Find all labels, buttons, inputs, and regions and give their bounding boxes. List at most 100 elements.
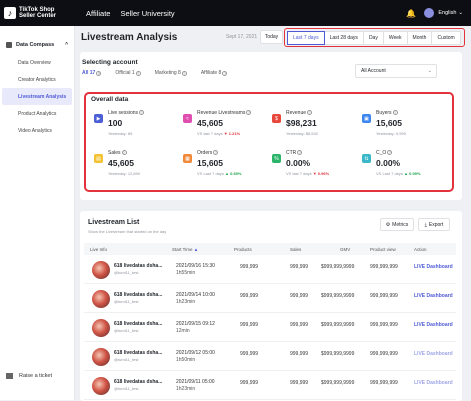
- metric-card: ▶ Live sessions? 100 Yesterday: 89: [94, 110, 182, 146]
- metric-card: ▦ Orders? 15,605 VS Last 7 days ▲ 0.69%: [183, 150, 271, 186]
- logo-line1: TikTok Shop: [19, 6, 55, 13]
- metric-sub: Yesterday: $8,532: [286, 131, 318, 136]
- account-tab-label: Official 1: [115, 70, 135, 76]
- live-name[interactable]: 618 livedatas dsha...: [114, 321, 163, 327]
- live-thumbnail[interactable]: [92, 290, 110, 308]
- tiktok-logo-icon: ♪: [4, 7, 16, 19]
- account-tab-official[interactable]: Official 1?: [115, 70, 141, 76]
- metric-value: 0.00%: [376, 158, 401, 168]
- sidebar-item-video-analytics[interactable]: Video Analytics: [18, 127, 52, 134]
- live-thumbnail[interactable]: [92, 377, 110, 395]
- live-dashboard-link[interactable]: LIVE Dashboard: [414, 380, 453, 386]
- account-select[interactable]: All Account ⌄: [355, 64, 437, 78]
- range-week[interactable]: Week: [382, 30, 408, 45]
- live-thumbnail[interactable]: [92, 261, 110, 279]
- sales-cell: 999,999: [290, 293, 309, 299]
- table-row[interactable]: 618 livedatas dsha... @tumi11_test 2021/09…: [84, 373, 456, 400]
- help-icon: ?: [387, 150, 393, 155]
- start-time: 2021/09/12 05:00 1h50min: [176, 350, 215, 364]
- chevron-down-icon: ⌄: [458, 10, 463, 16]
- conversion-icon: ⇅: [362, 154, 371, 163]
- sidebar-item-livestream-analysis[interactable]: Livestream Analysis: [2, 88, 72, 105]
- sidebar-item-data-overview[interactable]: Data Overview: [18, 59, 51, 66]
- sales-cell: 999,999: [290, 380, 309, 386]
- notification-bell-icon[interactable]: 🔔: [406, 8, 417, 18]
- avatar[interactable]: [424, 8, 435, 18]
- help-icon: ?: [121, 150, 127, 155]
- account-tab-marketing[interactable]: Marketing 8?: [155, 70, 187, 76]
- range-last-28-days[interactable]: Last 28 days: [323, 30, 364, 45]
- sidebar-item-product-analytics[interactable]: Product Analytics: [18, 110, 57, 117]
- account-tab-all[interactable]: All 17?: [82, 70, 102, 76]
- metric-card: ▤ Sales? 45,605 Yesterday: 12,890: [94, 150, 182, 186]
- table-row[interactable]: 618 livedatas dsha... @tumi11_test 2021/09…: [84, 344, 456, 371]
- metric-compare: Yesterday: $8,532: [286, 131, 319, 136]
- metric-delta-value: 1.21%: [228, 131, 241, 136]
- table-row[interactable]: 618 livedatas dsha... @tumi11_test 2021/09…: [84, 257, 456, 284]
- metric-label-text: Sales: [108, 150, 121, 156]
- metric-sub: Yesterday: 12,890: [108, 171, 140, 176]
- live-name[interactable]: 618 livedatas dsha...: [114, 379, 163, 385]
- metric-label: Revenue Livestreams?: [197, 110, 252, 116]
- livestream-list-title: Livestream List: [88, 219, 140, 226]
- range-month[interactable]: Month: [406, 30, 433, 45]
- table-row[interactable]: 618 livedatas dsha... @tumi11_test 2021/09…: [84, 315, 456, 342]
- raise-ticket-label: Raise a ticket: [19, 373, 53, 379]
- arrow-down-icon: ▼: [223, 131, 228, 136]
- product-view-cell: 999,999,999: [370, 322, 398, 328]
- duration-value: 1h50min: [176, 357, 196, 363]
- today-button[interactable]: Today: [260, 30, 283, 44]
- live-name[interactable]: 618 livedatas dsha...: [114, 350, 163, 356]
- start-time: 2021/09/14 10:00 1h23min: [176, 292, 215, 306]
- live-dashboard-link[interactable]: LIVE Dashboard: [414, 351, 453, 357]
- metrics-button-label: Metrics: [392, 221, 409, 228]
- live-dashboard-link[interactable]: LIVE Dashboard: [414, 293, 453, 299]
- live-name[interactable]: 618 livedatas dsha...: [114, 263, 163, 269]
- metric-label-text: Buyers: [376, 110, 392, 116]
- video-icon: ▶: [94, 114, 103, 123]
- live-thumbnail[interactable]: [92, 319, 110, 337]
- raise-ticket-button[interactable]: Raise a ticket: [6, 373, 52, 379]
- metric-delta-value: 0.96%: [317, 171, 330, 176]
- sidebar-item-creator-analytics[interactable]: Creator Analytics: [18, 76, 56, 83]
- live-thumbnail[interactable]: [92, 348, 110, 366]
- help-icon: ?: [392, 110, 398, 115]
- live-name[interactable]: 618 livedatas dsha...: [114, 292, 163, 298]
- sales-cell: 999,999: [290, 351, 309, 357]
- duration-value: 1h23min: [176, 386, 196, 392]
- metric-label-text: Revenue: [286, 110, 307, 116]
- language-selector[interactable]: English: [438, 10, 457, 16]
- metric-compare: VS Last 7 days: [197, 171, 224, 176]
- data-compass-icon: [6, 42, 12, 48]
- export-button[interactable]: ⤓ Export: [418, 218, 450, 231]
- col-start-time[interactable]: Start Time ▲: [172, 247, 198, 252]
- metric-label: Sales?: [108, 150, 127, 156]
- range-last-7-days[interactable]: Last 7 days: [287, 30, 325, 45]
- account-tabs: All 17? Official 1? Marketing 8? Affilia…: [82, 70, 241, 76]
- tiktok-shop-logo[interactable]: ♪ TikTok Shop Seller Center: [4, 7, 76, 20]
- live-dashboard-link[interactable]: LIVE Dashboard: [414, 322, 453, 328]
- livestream-list-card: Livestream List Show the Livestream that…: [80, 211, 462, 401]
- live-handle: @tumi11_test: [114, 357, 139, 362]
- account-tab-label: Affiliate 8: [200, 70, 222, 76]
- live-dashboard-link[interactable]: LIVE Dashboard: [414, 264, 453, 270]
- nav-affiliate[interactable]: Affiliate: [86, 8, 111, 18]
- help-icon: ?: [135, 70, 141, 76]
- range-day[interactable]: Day: [362, 30, 384, 45]
- gmv-cell: $999,999,9999: [321, 264, 355, 270]
- metric-value: 100: [108, 118, 123, 128]
- metric-sub: VS Last 7 days ▲ 0.69%: [197, 171, 241, 176]
- metrics-button[interactable]: ⚙ Metrics: [380, 218, 414, 231]
- start-time-value: 2021/09/12 05:00: [176, 350, 215, 356]
- nav-seller-university[interactable]: Seller University: [120, 8, 175, 18]
- range-custom[interactable]: Custom: [431, 30, 461, 45]
- gmv-cell: $999,999,9999: [321, 322, 355, 328]
- help-icon: ?: [181, 70, 187, 76]
- settings-icon: ⚙: [385, 221, 391, 228]
- account-tab-affiliate[interactable]: Affiliate 8?: [200, 70, 228, 76]
- ticket-icon: [6, 373, 13, 379]
- table-row[interactable]: 618 livedatas dsha... @tumi11_test 2021/09…: [84, 286, 456, 313]
- buyers-icon: ▣: [362, 114, 371, 123]
- metric-value: 15,605: [197, 158, 223, 168]
- sidebar-section-data-compass[interactable]: Data Compass ^: [0, 36, 74, 54]
